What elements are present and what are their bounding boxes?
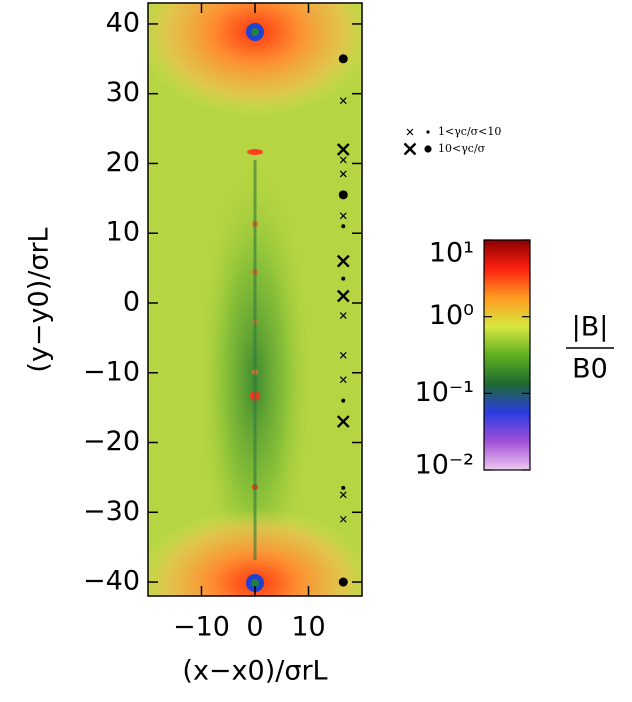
cross-marker [336,289,350,303]
x-tick-label: −10 [173,612,230,643]
dot-marker [338,190,348,200]
dot-marker [341,276,346,281]
legend-dot [424,145,432,153]
cross-marker [336,143,350,156]
cross-marker [339,156,347,164]
legend-label: 10<γc/σ [438,142,486,155]
legend-label: 1<γc/σ<10 [438,125,501,138]
dot-marker [338,577,348,587]
cross-marker [336,415,350,428]
cross-marker [339,212,347,220]
y-tick-label: 30 [106,77,140,108]
cross-marker [339,491,347,499]
x-tick-label: 0 [246,612,263,643]
legend-dot [426,130,430,134]
dot-marker [341,485,346,490]
colorbar-tick-label: 10⁻¹ [415,377,474,408]
y-tick-label: −40 [83,566,140,597]
cross-marker [339,351,347,359]
y-tick-label: 10 [106,217,140,248]
dot-marker [341,224,346,229]
colorbar [483,239,531,471]
cross-marker [336,254,350,268]
y-tick-label: −30 [83,496,140,527]
y-axis-label: (y−y0)/σrL [24,227,55,372]
cross-marker [339,515,347,523]
legend-cross [406,128,414,136]
x-axis-label: (x−x0)/σrL [182,656,327,687]
cross-marker [339,376,347,384]
dot-marker [338,54,348,64]
cross-marker [339,170,347,178]
y-tick-label: 0 [123,286,140,317]
y-tick-label: 20 [106,147,140,178]
y-tick-label: −10 [83,356,140,387]
colorbar-label-denominator: B0 [572,354,608,385]
field-image [148,3,362,596]
legend-cross [403,142,417,156]
colorbar-tick-label: 10¹ [429,238,474,269]
y-tick-label: −20 [83,426,140,457]
y-tick-label: 40 [106,7,140,38]
cross-marker [339,97,347,105]
colorbar-tick-label: 10⁻² [415,450,474,481]
dot-marker [341,398,346,403]
colorbar-tick-label: 10⁰ [429,300,474,331]
cross-marker [339,312,347,319]
colorbar-label-numerator: |B| [572,312,609,343]
x-tick-label: 10 [291,612,325,643]
